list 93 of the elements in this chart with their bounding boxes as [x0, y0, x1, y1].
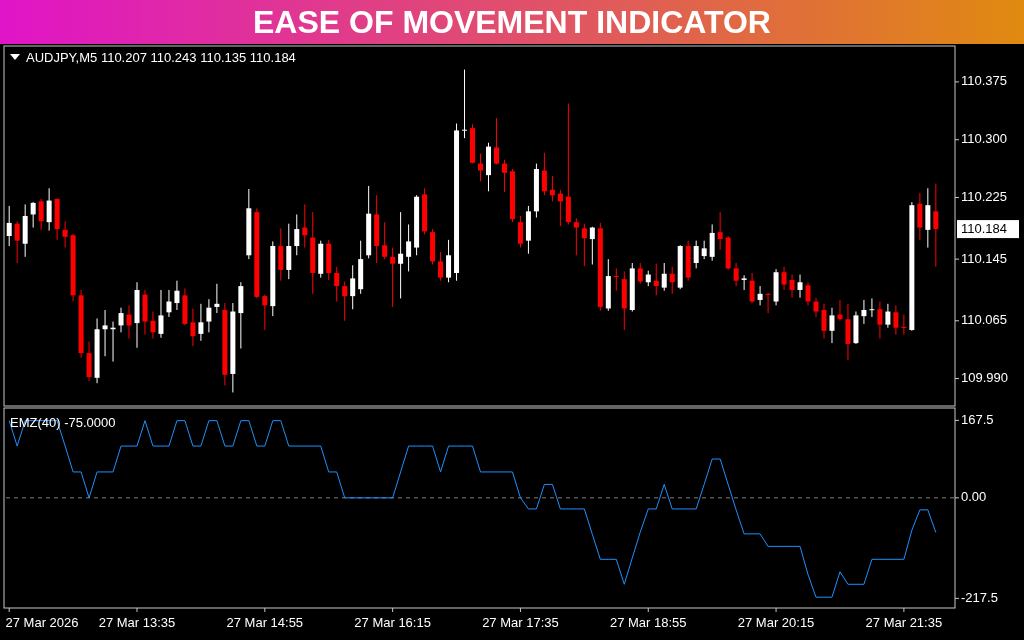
- candlestick: [38, 198, 44, 231]
- candlestick: [501, 159, 507, 193]
- y-tick-label: 110.225: [961, 188, 1008, 204]
- candlestick: [14, 220, 20, 264]
- y-tick-label: 110.065: [961, 312, 1008, 328]
- candlestick: [821, 303, 827, 339]
- candlestick: [637, 262, 643, 285]
- text: 110.184: [961, 220, 1008, 236]
- candlestick: [214, 283, 220, 314]
- line-series: [8, 420, 937, 598]
- candlestick: [877, 301, 883, 339]
- candlestick: [669, 266, 675, 295]
- x-tick-label: 27 Mar 2026: [5, 615, 79, 630]
- x-tick-label: 27 Mar 14:55: [226, 615, 304, 630]
- candlestick: [653, 263, 659, 296]
- candlestick: [30, 201, 36, 229]
- y-tick-label: 0.00: [961, 489, 987, 505]
- candlestick: [102, 309, 108, 357]
- candlestick: [62, 220, 68, 249]
- x-tick-label: 27 Mar 16:15: [354, 615, 431, 630]
- candlestick: [446, 239, 452, 283]
- candlestick: [334, 266, 340, 303]
- candlestick: [398, 211, 404, 299]
- candlestick: [701, 240, 707, 260]
- candlestick: [517, 215, 523, 249]
- candlestick: [174, 280, 180, 311]
- candlestick: [302, 203, 308, 249]
- y-tick-label: -217.5: [961, 589, 998, 605]
- candlestick: [717, 211, 723, 251]
- candlestick: [813, 297, 819, 318]
- candlestick: [893, 304, 899, 336]
- candlestick: [829, 307, 835, 344]
- candlestick: [557, 189, 563, 227]
- x-tick-label: 27 Mar 21:35: [865, 615, 943, 630]
- candlestick: [693, 240, 699, 269]
- candlestick: [709, 223, 715, 262]
- candlestick: [294, 213, 300, 256]
- candlestick: [382, 221, 388, 260]
- candlestick: [589, 226, 595, 266]
- candlestick: [278, 227, 284, 282]
- candlestick: [478, 153, 483, 182]
- candlestick: [462, 69, 468, 139]
- y-tick-label: 167.5: [961, 411, 994, 427]
- candlestick: [917, 192, 923, 241]
- candlestick: [797, 274, 803, 299]
- candlestick: [46, 187, 52, 232]
- candlestick: [613, 267, 619, 292]
- chart-title: EASE OF MOVEMENT INDICATOR: [253, 4, 771, 40]
- candlestick: [789, 274, 795, 299]
- candlestick: [765, 292, 771, 314]
- candlestick: [190, 307, 196, 347]
- candlestick: [150, 311, 156, 339]
- candlestick: [861, 299, 867, 325]
- candlestick: [781, 266, 787, 291]
- candlestick: [406, 223, 412, 272]
- candlestick: [741, 274, 747, 291]
- candlestick: [541, 152, 547, 196]
- candlestick: [390, 247, 396, 308]
- y-tick-label: 109.990: [961, 370, 1008, 386]
- candlestick: [493, 117, 499, 165]
- candlestick: [286, 223, 292, 280]
- candlestick: [733, 262, 739, 287]
- candlestick: [869, 297, 875, 318]
- y-tick-label: 110.375: [961, 73, 1008, 89]
- candlestick: [549, 175, 555, 202]
- x-tick-label: 27 Mar 18:55: [609, 615, 687, 630]
- candlestick: [86, 341, 92, 382]
- candlestick: [901, 314, 907, 336]
- candlestick: [158, 289, 164, 339]
- candlestick: [6, 205, 12, 247]
- candlestick: [350, 264, 356, 310]
- candlestick: [118, 307, 124, 333]
- candlestick: [198, 303, 204, 342]
- y-tick-label: 110.145: [961, 250, 1008, 266]
- candlestick: [166, 289, 172, 318]
- candlestick: [262, 294, 268, 331]
- candlestick: [573, 217, 579, 256]
- candlestick: [805, 281, 811, 306]
- candlestick: [933, 183, 939, 268]
- candlestick: [342, 280, 348, 322]
- chart-subtitle: AUDJPY,M5 110.207 110.243 110.135 110.184: [26, 50, 296, 65]
- x-tick-label: 27 Mar 20:15: [737, 615, 815, 630]
- candlestick: [885, 303, 891, 329]
- candlestick: [757, 285, 763, 306]
- x-tick-label: 27 Mar 13:35: [98, 615, 176, 630]
- candlestick: [749, 272, 755, 304]
- candlestick: [581, 223, 587, 267]
- candlestick: [438, 251, 444, 282]
- candlestick: [126, 304, 132, 339]
- y-tick-label: 110.300: [961, 131, 1008, 147]
- x-tick-label: 27 Mar 17:35: [482, 615, 559, 630]
- candlestick: [206, 298, 212, 333]
- candlestick: [661, 262, 667, 292]
